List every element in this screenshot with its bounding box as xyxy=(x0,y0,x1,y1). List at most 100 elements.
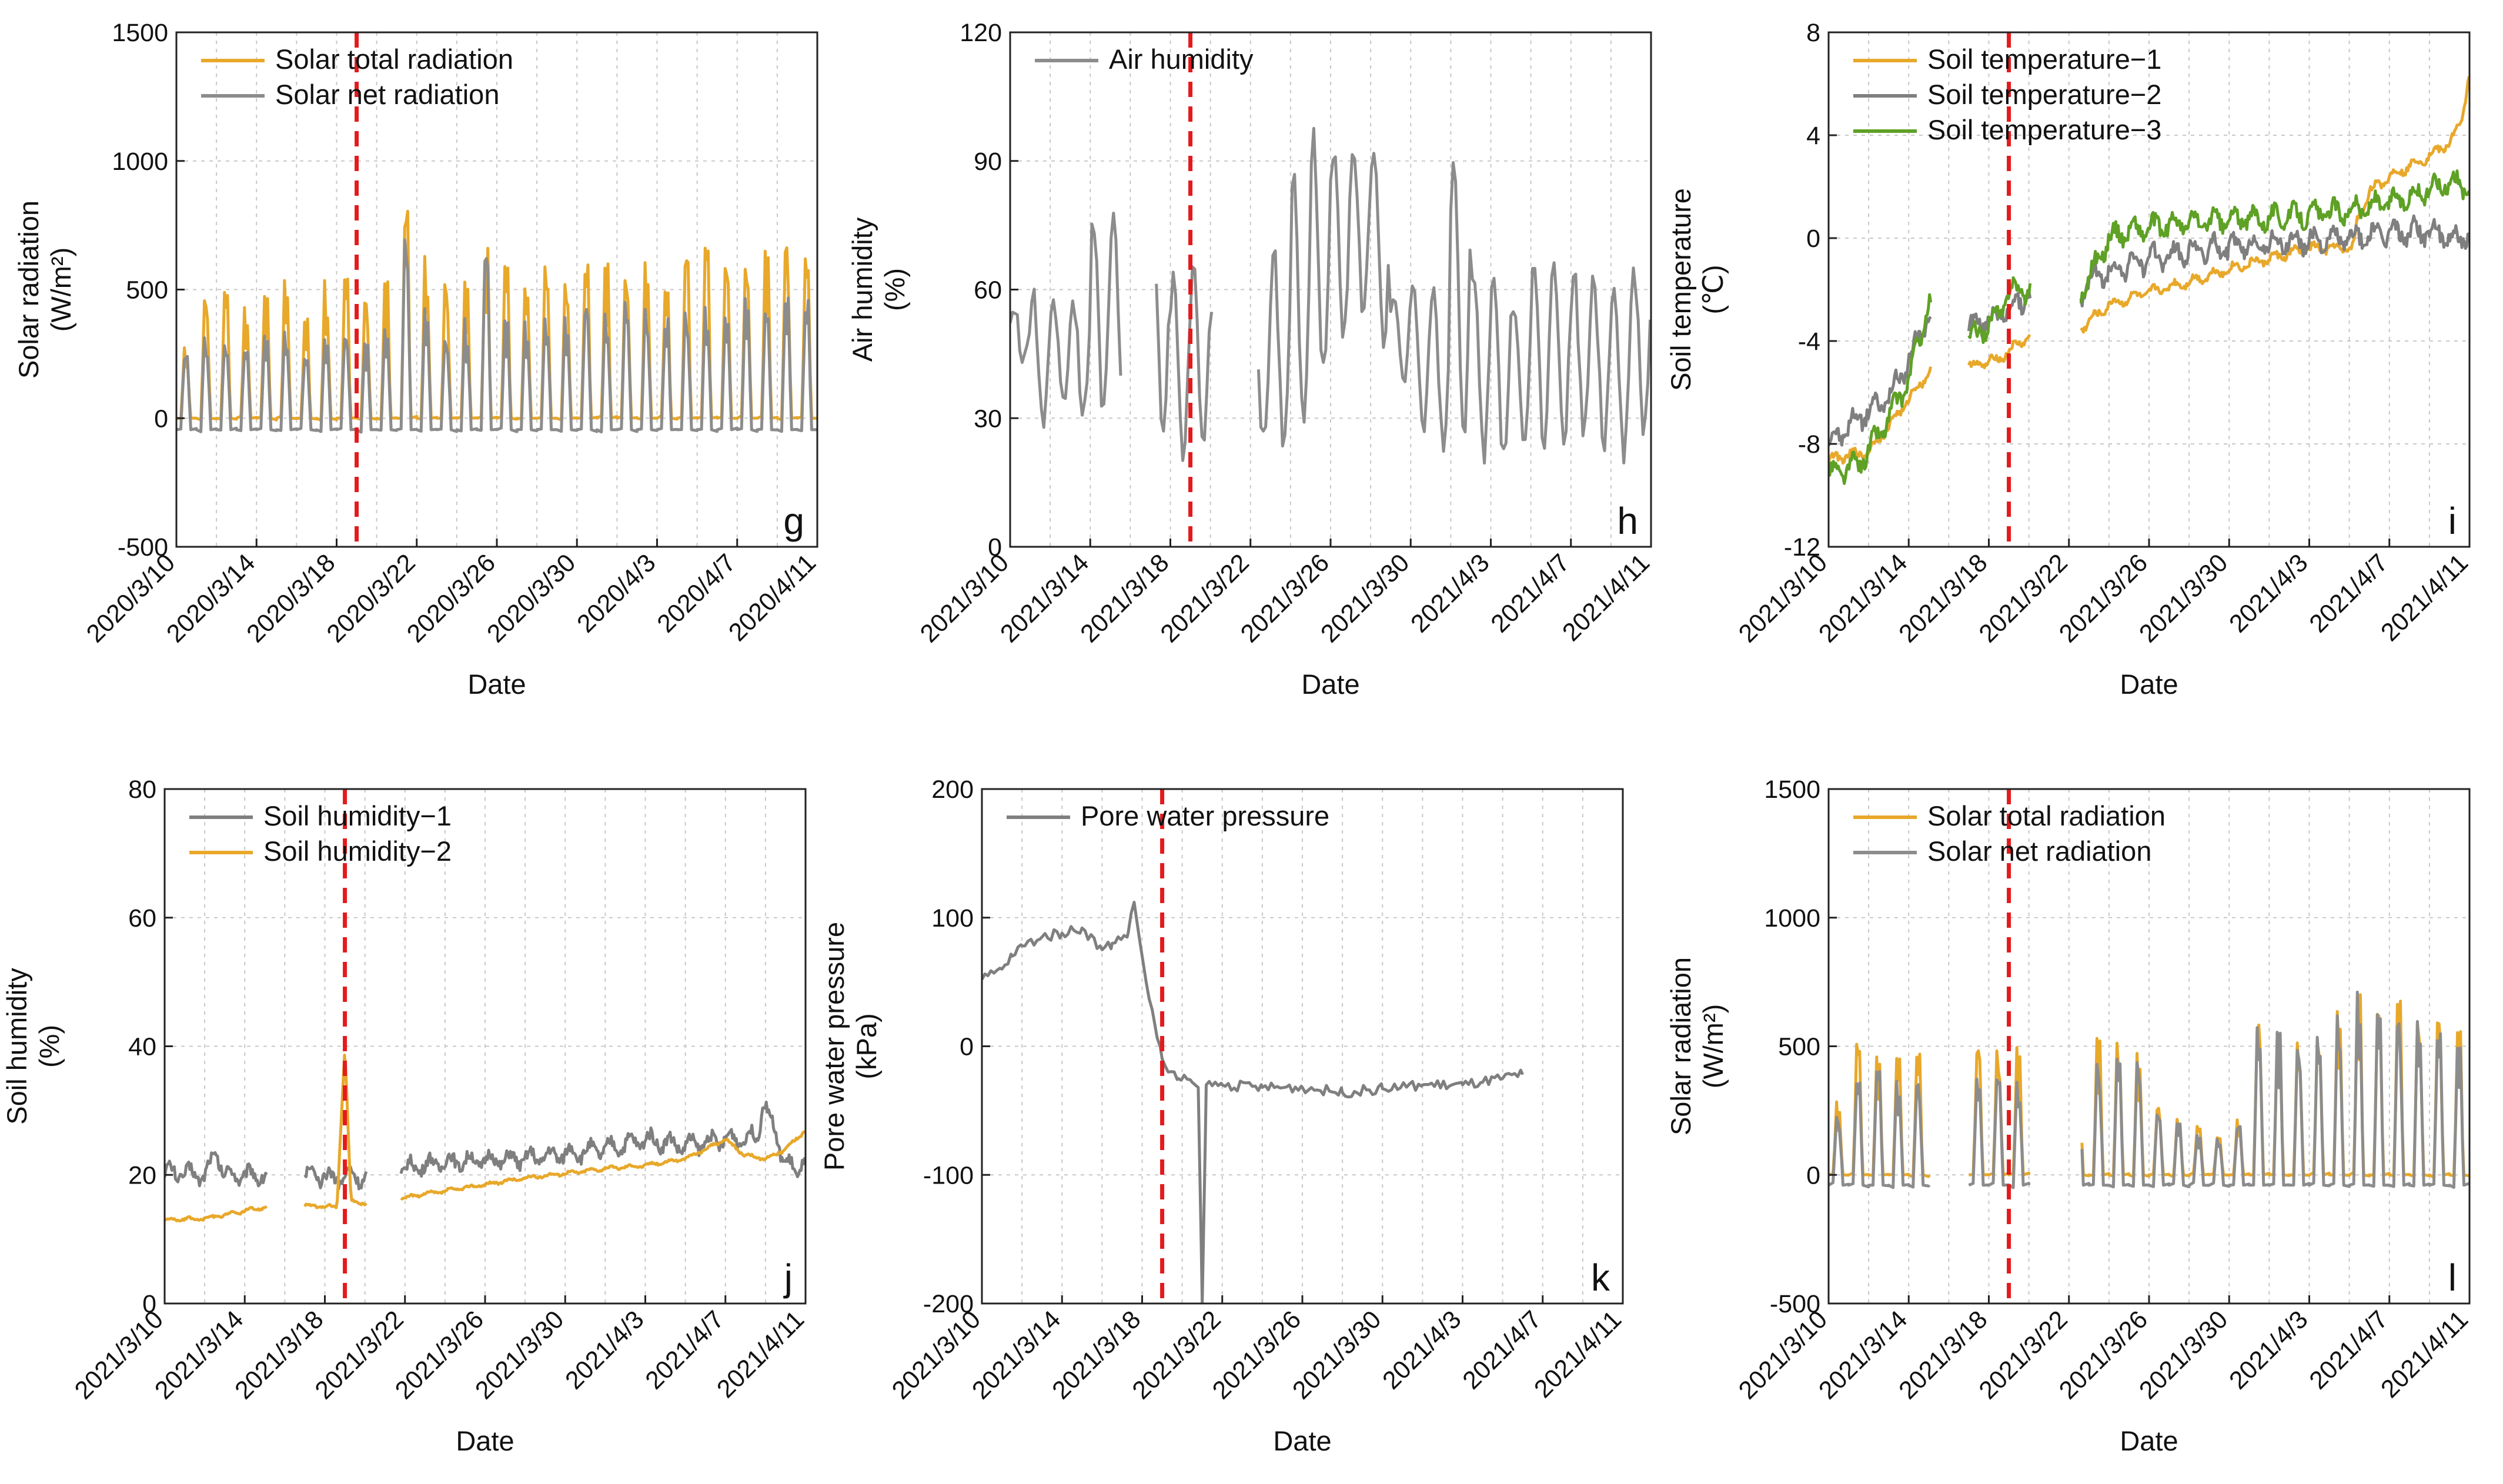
chart-i: -12-8-40482021/3/102021/3/142021/3/18202… xyxy=(1665,19,2474,700)
gridlines xyxy=(1829,32,2469,547)
legend-label-1: Soil temperature−1 xyxy=(1927,44,2161,75)
y-tick-label: -500 xyxy=(1770,1290,1820,1318)
x-tick-label: 2020/3/30 xyxy=(482,549,581,648)
y-axis-unit: (kPa) xyxy=(851,1013,882,1079)
y-axis-title: Soil humidity xyxy=(1,968,32,1125)
y-axis-unit: (℃) xyxy=(1697,265,1729,314)
chart-h: 03060901202021/3/102021/3/142021/3/18202… xyxy=(847,19,1655,700)
y-tick-label: 40 xyxy=(128,1033,156,1061)
y-tick-label: 200 xyxy=(931,776,974,804)
x-tick-label: 2021/4/11 xyxy=(1529,1305,1627,1403)
chart-g: -5000500100015002020/3/102020/3/142020/3… xyxy=(13,19,821,700)
legend-label-2: Soil humidity−2 xyxy=(263,835,452,867)
gridlines xyxy=(165,789,806,1303)
y-tick-label: 500 xyxy=(1778,1033,1820,1061)
x-tick-label: 2020/4/11 xyxy=(723,549,821,647)
x-tick-label: 2021/4/11 xyxy=(711,1305,810,1403)
plot-area xyxy=(1829,990,2469,1189)
legend-label-1: Solar total radiation xyxy=(1927,800,2166,831)
y-tick-label: 0 xyxy=(142,1290,156,1318)
y-axis-unit: (W/m²) xyxy=(45,248,76,332)
series-line-3 xyxy=(1829,169,2469,485)
plot-area xyxy=(1829,76,2469,485)
legend-label-2: Solar net radiation xyxy=(275,79,499,110)
chart-j: 0204060802021/3/102021/3/142021/3/182021… xyxy=(1,776,810,1456)
y-tick-label: -200 xyxy=(923,1290,974,1318)
y-tick-label: 80 xyxy=(128,776,156,804)
y-axis-title: Solar radiation xyxy=(13,200,44,379)
gridlines xyxy=(982,789,1623,1303)
chart-l: -5000500100015002021/3/102021/3/142021/3… xyxy=(1665,776,2474,1456)
x-tick-label: 2021/4/3 xyxy=(2224,1305,2313,1395)
x-tick-label: 2021/4/11 xyxy=(2375,549,2474,647)
gridlines xyxy=(176,32,817,547)
y-tick-label: -12 xyxy=(1784,533,1820,561)
series-line-1 xyxy=(176,209,817,422)
legend-label-1: Air humidity xyxy=(1109,44,1254,75)
x-tick-label: 2021/3/30 xyxy=(470,1305,569,1405)
series-line-1 xyxy=(1010,126,1651,465)
y-tick-label: -500 xyxy=(118,533,168,561)
y-tick-label: 90 xyxy=(974,148,1002,176)
x-axis-title: Date xyxy=(2120,669,2178,700)
y-tick-label: -4 xyxy=(1798,327,1820,356)
y-tick-label: 1500 xyxy=(1764,776,1820,804)
y-axis-unit: (%) xyxy=(34,1025,65,1068)
x-tick-label: 2021/3/30 xyxy=(2134,1305,2233,1405)
plot-area xyxy=(982,901,1524,1303)
x-tick-label: 2021/3/30 xyxy=(2134,549,2233,648)
series-line-2 xyxy=(1829,990,2469,1189)
series-line-2 xyxy=(176,238,817,434)
gridlines xyxy=(1010,32,1651,547)
x-tick-label: 2021/4/3 xyxy=(1405,549,1495,638)
y-axis-title: Air humidity xyxy=(847,217,878,362)
x-tick-label: 2021/3/30 xyxy=(1315,549,1415,648)
x-axis-title: Date xyxy=(467,669,526,700)
y-tick-label: 1500 xyxy=(112,19,168,47)
y-tick-label: 60 xyxy=(974,276,1002,305)
y-tick-label: 20 xyxy=(128,1161,156,1189)
y-tick-label: 0 xyxy=(154,405,168,433)
x-tick-label: 2021/4/3 xyxy=(2224,549,2313,638)
y-tick-label: 500 xyxy=(126,276,168,305)
y-tick-label: 8 xyxy=(1806,19,1820,47)
y-tick-label: 30 xyxy=(974,405,1002,433)
y-axis-title: Pore water pressure xyxy=(818,922,850,1171)
panel-label: l xyxy=(2448,1256,2457,1299)
x-tick-label: 2020/4/3 xyxy=(572,549,661,638)
legend-label-1: Soil humidity−1 xyxy=(263,800,452,831)
panel-label: h xyxy=(1617,500,1638,542)
x-axis-title: Date xyxy=(456,1425,514,1456)
y-tick-label: -8 xyxy=(1798,430,1820,459)
legend-label-2: Solar net radiation xyxy=(1927,835,2151,867)
x-tick-label: 2021/4/11 xyxy=(2375,1305,2474,1403)
y-axis-unit: (%) xyxy=(879,268,910,311)
y-tick-label: 0 xyxy=(1806,225,1820,253)
x-axis-title: Date xyxy=(1301,669,1359,700)
x-tick-label: 2021/4/11 xyxy=(1557,549,1655,647)
plot-area xyxy=(1010,126,1651,465)
y-tick-label: 1000 xyxy=(112,148,168,176)
y-axis-title: Solar radiation xyxy=(1665,957,1696,1135)
panel-label: j xyxy=(783,1256,793,1299)
y-tick-label: 120 xyxy=(960,19,1002,47)
y-tick-label: 4 xyxy=(1806,122,1820,150)
x-tick-label: 2021/4/3 xyxy=(560,1305,649,1395)
series-line-2 xyxy=(165,1054,806,1223)
x-tick-label: 2021/3/30 xyxy=(1287,1305,1386,1405)
y-axis-unit: (W/m²) xyxy=(1697,1004,1729,1089)
y-tick-label: 100 xyxy=(931,904,974,932)
panel-label: i xyxy=(2448,500,2457,542)
y-tick-label: 0 xyxy=(960,1033,974,1061)
x-axis-title: Date xyxy=(2120,1425,2178,1456)
y-tick-label: 60 xyxy=(128,904,156,932)
series-line-1 xyxy=(1829,76,2469,465)
x-tick-label: 2021/4/3 xyxy=(1377,1305,1466,1395)
series-line-1 xyxy=(982,901,1524,1303)
y-tick-label: 1000 xyxy=(1764,904,1820,932)
x-axis-title: Date xyxy=(1273,1425,1331,1456)
y-tick-label: 0 xyxy=(988,533,1002,561)
y-tick-label: -100 xyxy=(923,1161,974,1189)
chart-k: -200-10001002002021/3/102021/3/142021/3/… xyxy=(818,776,1627,1456)
